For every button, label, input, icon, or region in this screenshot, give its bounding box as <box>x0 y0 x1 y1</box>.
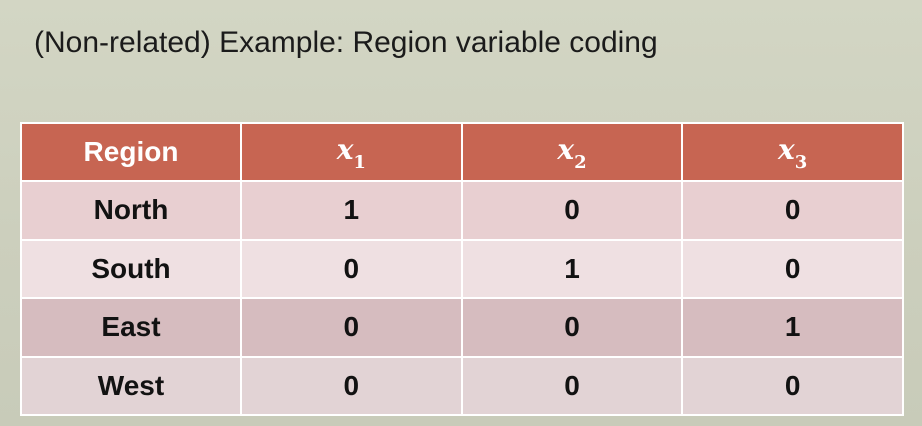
header-x2-symbol: x <box>557 133 575 167</box>
data-table: Region x1 x2 x3 North 1 0 0 South 0 1 0 … <box>20 122 904 416</box>
header-x2: x2 <box>460 122 684 182</box>
table-row: South 0 1 0 <box>20 238 904 299</box>
header-x3: x3 <box>681 122 904 182</box>
header-x3-sub: 3 <box>794 151 808 173</box>
header-x2-sub: 2 <box>574 151 587 173</box>
region-cell: South <box>20 238 242 299</box>
value-cell: 0 <box>460 297 684 358</box>
value-cell: 0 <box>681 180 904 241</box>
header-x1-sub: 1 <box>353 151 366 173</box>
value-cell: 0 <box>460 180 684 241</box>
value-cell: 0 <box>240 355 463 416</box>
table-row: West 0 0 0 <box>20 355 904 416</box>
value-cell: 1 <box>460 238 684 299</box>
region-coding-table: Region x1 x2 x3 North 1 0 0 South 0 1 0 … <box>20 122 904 416</box>
value-cell: 0 <box>681 238 904 299</box>
header-region: Region <box>20 122 242 182</box>
region-cell: North <box>20 180 242 241</box>
table-row: North 1 0 0 <box>20 180 904 241</box>
table-header-row: Region x1 x2 x3 <box>20 122 904 182</box>
header-x1: x1 <box>240 122 463 182</box>
table-row: East 0 0 1 <box>20 297 904 358</box>
header-x3-symbol: x <box>778 133 795 167</box>
value-cell: 1 <box>240 180 463 241</box>
value-cell: 0 <box>240 297 463 358</box>
value-cell: 0 <box>240 238 463 299</box>
header-x1-symbol: x <box>336 133 354 167</box>
value-cell: 0 <box>681 355 904 416</box>
value-cell: 1 <box>681 297 904 358</box>
value-cell: 0 <box>460 355 684 416</box>
slide-title: (Non-related) Example: Region variable c… <box>34 26 658 59</box>
region-cell: West <box>20 355 242 416</box>
region-cell: East <box>20 297 242 358</box>
